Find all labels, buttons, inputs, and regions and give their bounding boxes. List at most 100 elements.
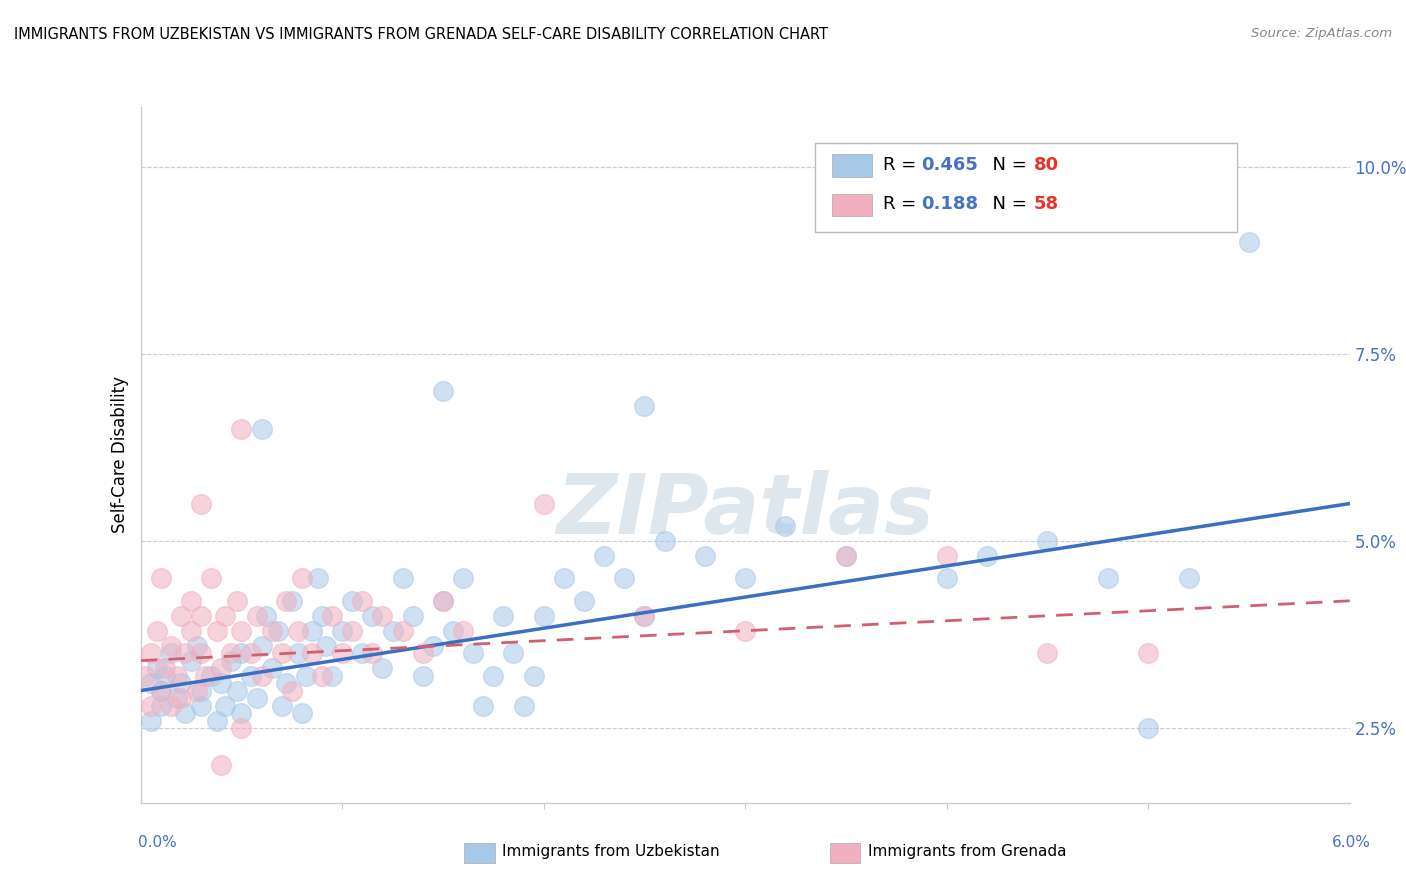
Point	[287, 624, 309, 638]
Point	[226, 594, 249, 608]
Point	[260, 661, 283, 675]
Point	[352, 594, 374, 608]
Point	[402, 608, 425, 623]
Point	[281, 683, 304, 698]
Point	[451, 571, 474, 585]
Point	[633, 608, 655, 623]
Point	[174, 646, 197, 660]
Point	[835, 549, 858, 563]
Point	[246, 608, 269, 623]
Point	[205, 714, 228, 728]
Point	[361, 608, 384, 623]
Point	[301, 646, 323, 660]
Point	[412, 646, 434, 660]
Text: Immigrants from Uzbekistan: Immigrants from Uzbekistan	[502, 845, 720, 859]
Point	[186, 683, 208, 698]
Point	[976, 549, 998, 563]
Point	[180, 624, 202, 638]
Point	[160, 646, 183, 660]
Point	[593, 549, 616, 563]
Point	[412, 668, 434, 682]
Point	[231, 422, 253, 436]
Point	[145, 661, 167, 675]
Point	[301, 624, 323, 638]
Point	[502, 646, 524, 660]
Point	[139, 646, 162, 660]
Point	[734, 624, 756, 638]
Point	[633, 608, 655, 623]
Point	[371, 608, 394, 623]
Point	[226, 683, 249, 698]
Point	[170, 676, 193, 690]
Point	[307, 571, 329, 585]
Point	[149, 683, 172, 698]
Point	[153, 661, 176, 675]
Text: 0.188: 0.188	[921, 195, 979, 213]
Point	[190, 698, 212, 713]
Point	[340, 594, 363, 608]
Point	[432, 594, 454, 608]
Point	[139, 714, 162, 728]
Point	[134, 668, 156, 682]
Point	[149, 571, 172, 585]
Text: Source: ZipAtlas.com: Source: ZipAtlas.com	[1251, 27, 1392, 40]
Point	[153, 668, 176, 682]
Point	[432, 594, 454, 608]
Point	[149, 698, 172, 713]
Point	[274, 676, 297, 690]
Point	[533, 497, 555, 511]
Point	[775, 519, 797, 533]
Point	[250, 668, 273, 682]
Point	[166, 668, 188, 682]
Point	[254, 608, 277, 623]
Text: 58: 58	[1033, 195, 1059, 213]
Text: IMMIGRANTS FROM UZBEKISTAN VS IMMIGRANTS FROM GRENADA SELF-CARE DISABILITY CORRE: IMMIGRANTS FROM UZBEKISTAN VS IMMIGRANTS…	[14, 27, 828, 42]
Point	[170, 608, 193, 623]
Point	[240, 668, 263, 682]
Point	[231, 706, 253, 720]
Point	[340, 624, 363, 638]
Point	[149, 683, 172, 698]
Text: R =: R =	[883, 156, 922, 174]
Point	[291, 571, 314, 585]
Point	[330, 624, 353, 638]
Point	[186, 639, 208, 653]
Point	[139, 676, 162, 690]
Point	[472, 698, 495, 713]
Point	[200, 668, 222, 682]
Point	[391, 571, 413, 585]
Point	[266, 624, 288, 638]
Point	[361, 646, 384, 660]
Point	[160, 639, 183, 653]
Point	[533, 608, 555, 623]
Point	[441, 624, 464, 638]
Point	[654, 533, 676, 548]
Point	[381, 624, 404, 638]
Point	[209, 676, 232, 690]
Point	[209, 758, 232, 772]
Point	[1177, 571, 1199, 585]
Point	[935, 571, 957, 585]
Point	[1036, 533, 1059, 548]
Point	[274, 594, 297, 608]
Text: 6.0%: 6.0%	[1331, 836, 1371, 850]
Point	[170, 691, 193, 706]
Point	[311, 668, 333, 682]
Text: R =: R =	[883, 195, 922, 213]
Point	[422, 639, 444, 653]
Point	[311, 608, 333, 623]
Text: ZIPatlas: ZIPatlas	[557, 470, 934, 551]
Point	[219, 646, 242, 660]
Point	[291, 706, 314, 720]
Point	[371, 661, 394, 675]
Point	[613, 571, 636, 585]
Point	[1036, 646, 1059, 660]
Point	[1137, 721, 1160, 735]
Point	[391, 624, 413, 638]
Point	[1237, 235, 1260, 249]
Point	[246, 691, 269, 706]
Point	[231, 646, 253, 660]
Y-axis label: Self-Care Disability: Self-Care Disability	[111, 376, 129, 533]
Point	[281, 594, 304, 608]
Point	[1137, 646, 1160, 660]
